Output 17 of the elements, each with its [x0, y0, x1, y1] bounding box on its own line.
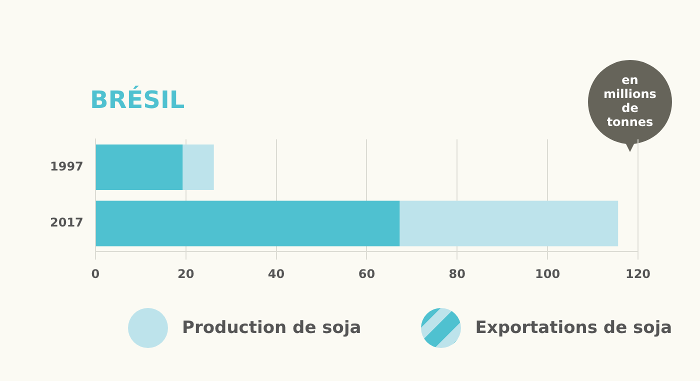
chart-title: BRÉSIL: [90, 86, 185, 114]
x-tick-label: 80: [448, 266, 466, 281]
bar: [96, 144, 183, 190]
x-tick-label: 20: [177, 266, 194, 281]
x-tick-label: 100: [535, 266, 560, 281]
y-tick-label: 2017: [50, 216, 84, 230]
bar: [96, 200, 400, 246]
bar: [182, 144, 214, 190]
y-tick-label: 1997: [50, 159, 84, 174]
legend-label: Production de soja: [182, 318, 362, 338]
x-tick-label: 40: [268, 266, 285, 281]
x-tick-label: 60: [358, 266, 376, 281]
x-tick-label: 120: [625, 266, 651, 281]
text: en millions de tonnes: [602, 73, 658, 130]
legend-label: Exportations de soja: [475, 318, 672, 338]
bar: [400, 200, 618, 246]
x-tick-label: 0: [91, 266, 100, 281]
